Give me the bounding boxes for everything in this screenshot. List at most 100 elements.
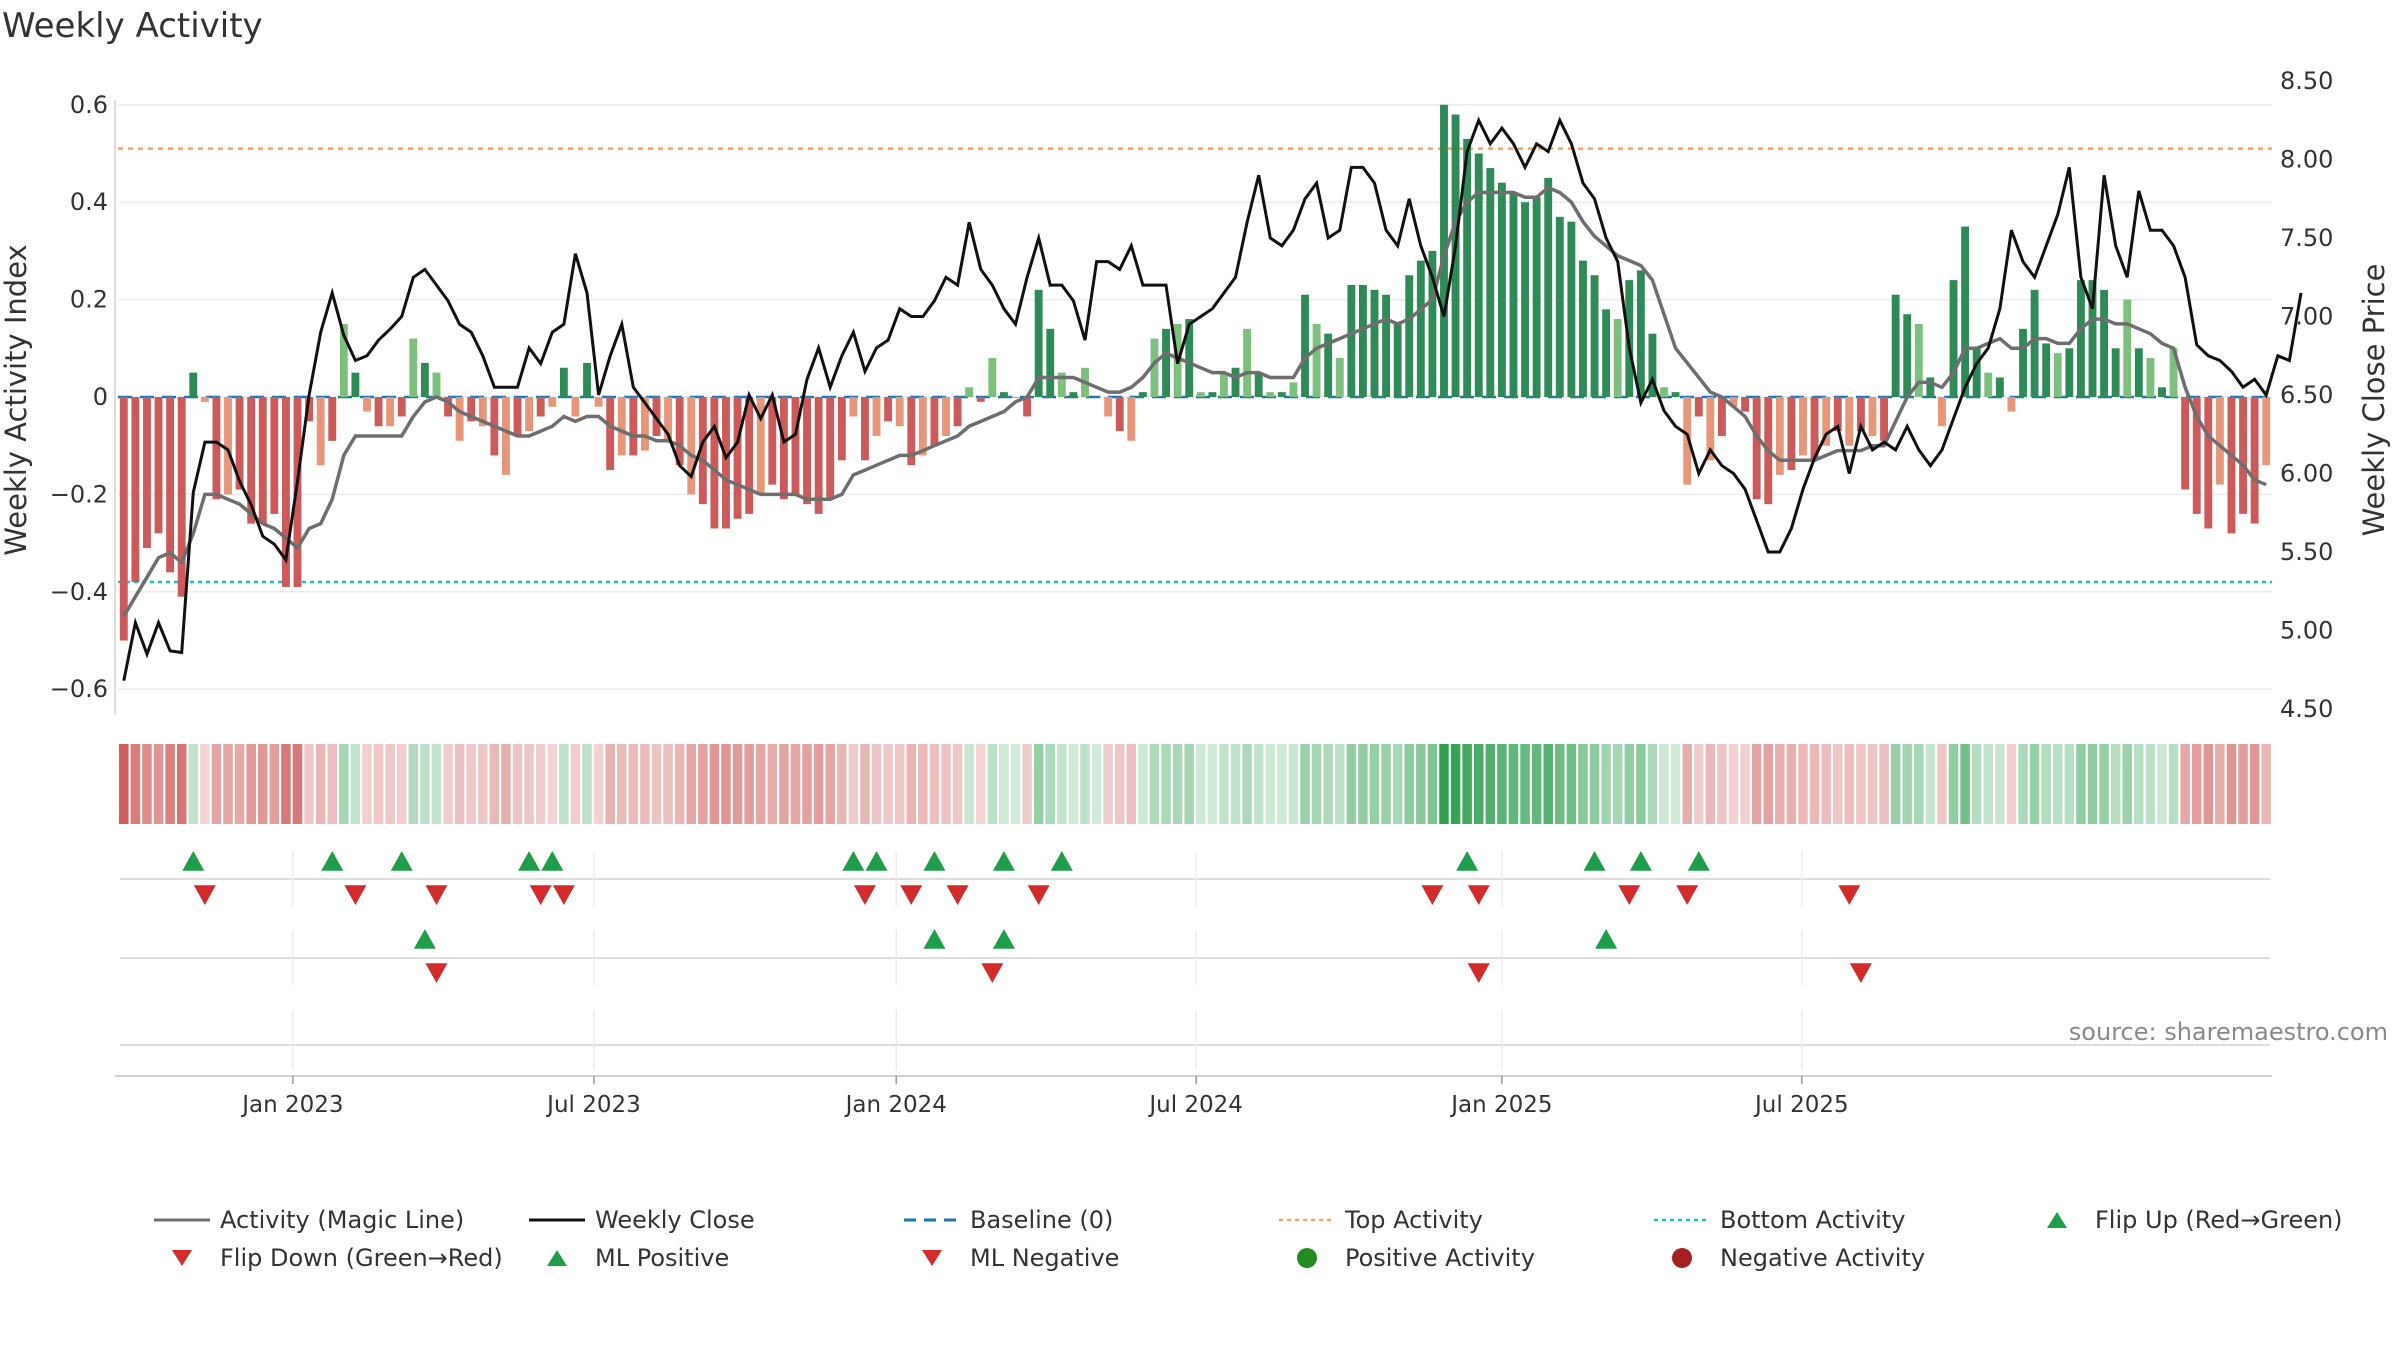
x-tick-label: Jul 2025 xyxy=(1753,1092,1849,1118)
activity-bar xyxy=(640,397,649,451)
heat-cell xyxy=(1960,744,1970,824)
legend-label: Negative Activity xyxy=(1720,1244,1926,1272)
y2-tick-label: 5.00 xyxy=(2280,617,2333,645)
heat-cell xyxy=(2203,744,2214,824)
activity-bar xyxy=(675,397,684,466)
line-dotted-cyan-icon xyxy=(1650,1207,1714,1233)
activity-bar xyxy=(1370,289,1379,397)
heat-cell xyxy=(443,744,453,824)
activity-bar xyxy=(1833,397,1842,432)
heat-cell xyxy=(1728,744,1739,824)
activity-bar xyxy=(1671,392,1680,397)
heat-cell xyxy=(779,744,789,824)
activity-bar xyxy=(2192,397,2201,514)
heat-cell xyxy=(1277,744,1287,824)
ml-positive-marker xyxy=(992,929,1015,949)
heat-cell xyxy=(1786,744,1797,824)
y-tick-label: 0 xyxy=(93,383,108,411)
heat-cell xyxy=(605,744,615,824)
activity-bar xyxy=(1810,397,1819,461)
heat-cell xyxy=(350,744,361,824)
legend-label: Flip Down (Green→Red) xyxy=(220,1244,503,1272)
legend-item: Top Activity xyxy=(1275,1206,1483,1234)
activity-bar xyxy=(2111,348,2120,397)
legend-item: Negative Activity xyxy=(1650,1244,1925,1272)
heat-cell xyxy=(2006,744,2017,824)
y-tick-label: 0.2 xyxy=(70,286,108,314)
heat-cell xyxy=(755,744,766,824)
heat-cell xyxy=(941,744,951,824)
activity-bar xyxy=(432,372,441,397)
activity-bar xyxy=(1926,377,1935,397)
heat-cell xyxy=(1022,744,1032,824)
y-tick-label: −0.2 xyxy=(50,480,108,508)
legend-label: Baseline (0) xyxy=(970,1206,1114,1234)
heat-cell xyxy=(1578,744,1588,824)
activity-bar xyxy=(1822,397,1831,446)
triangle-up-icon xyxy=(2025,1207,2089,1233)
heat-cell xyxy=(848,744,859,824)
heat-cell xyxy=(2145,744,2156,824)
legend-item: Positive Activity xyxy=(1275,1244,1535,1272)
activity-bar xyxy=(1138,392,1147,397)
activity-bar xyxy=(953,397,962,427)
activity-bar xyxy=(1660,387,1668,397)
activity-bar xyxy=(1706,397,1715,461)
heat-cell xyxy=(1010,744,1021,824)
heat-cell xyxy=(119,744,129,824)
heat-cell xyxy=(894,744,905,824)
activity-bar xyxy=(467,397,476,422)
activity-bar xyxy=(154,397,163,534)
activity-bar xyxy=(629,397,638,456)
activity-bar xyxy=(1162,328,1170,397)
reference-lines xyxy=(118,147,2272,584)
activity-bar xyxy=(1127,397,1136,441)
heat-cell xyxy=(628,744,639,824)
heat-cell xyxy=(709,744,720,824)
activity-bar xyxy=(177,397,186,597)
heat-cell xyxy=(1265,744,1276,824)
heat-cell xyxy=(1948,744,1959,824)
activity-bar xyxy=(1914,323,1923,397)
legend-item: Activity (Magic Line) xyxy=(150,1206,464,1234)
heat-cell xyxy=(211,744,222,824)
heat-cell xyxy=(1995,744,2005,824)
activity-bar xyxy=(316,397,325,466)
heat-cell xyxy=(501,744,511,824)
activity-bar xyxy=(999,392,1008,397)
heat-cell xyxy=(1751,744,1762,824)
heat-cell xyxy=(1439,744,1449,824)
heat-cell xyxy=(304,744,314,824)
activity-bar xyxy=(976,397,985,402)
heat-cell xyxy=(234,744,245,824)
heat-cell xyxy=(883,744,893,824)
source-note: source: sharemaestro.com xyxy=(2068,1018,2388,1046)
activity-bar xyxy=(189,372,198,397)
activity-bar xyxy=(2065,348,2074,397)
flip-up-marker xyxy=(1629,851,1652,871)
activity-bar xyxy=(942,397,950,436)
flip-down-marker xyxy=(1027,885,1050,905)
flip-down-marker xyxy=(853,885,876,905)
activity-bar xyxy=(1231,367,1240,397)
heat-cell xyxy=(1890,744,1901,824)
heat-cell xyxy=(1856,744,1866,824)
flip-down-marker xyxy=(344,885,367,905)
heat-cell xyxy=(420,744,430,824)
activity-bar xyxy=(2007,397,2016,412)
flip-down-marker xyxy=(425,885,448,905)
activity-bar xyxy=(1787,397,1796,471)
activity-bar xyxy=(351,372,360,397)
activity-bar xyxy=(2227,397,2236,534)
activity-bar xyxy=(1405,275,1414,397)
activity-bar xyxy=(988,358,997,397)
legend-label: ML Negative xyxy=(970,1244,1120,1272)
activity-bar xyxy=(768,397,777,485)
y2-tick-label: 8.50 xyxy=(2280,67,2333,95)
heat-cell xyxy=(1404,744,1414,824)
activity-bar xyxy=(2042,343,2051,397)
heat-cell xyxy=(269,744,280,824)
legend-item: Bottom Activity xyxy=(1650,1206,1905,1234)
activity-bar xyxy=(548,397,557,407)
